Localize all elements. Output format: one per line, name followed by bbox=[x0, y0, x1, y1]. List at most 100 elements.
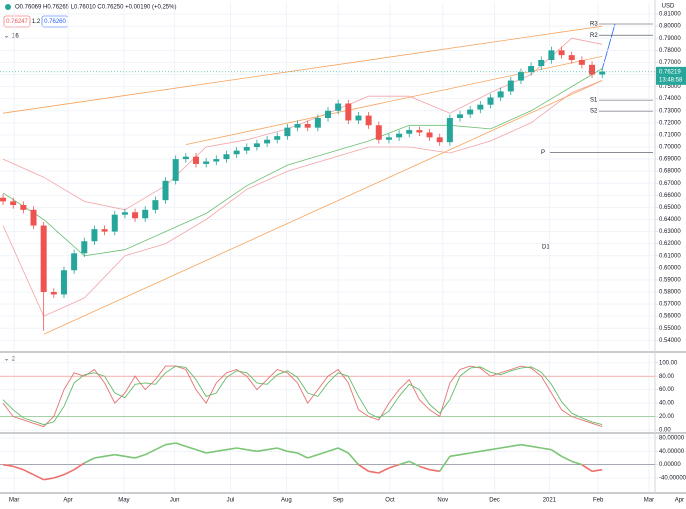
x-tick-label: Dec bbox=[489, 498, 500, 504]
oscillator-segment bbox=[307, 453, 319, 459]
symbol-icon[interactable] bbox=[5, 4, 11, 10]
oscillator-segment bbox=[317, 450, 329, 456]
candle-body bbox=[162, 180, 169, 201]
oscillator-segment bbox=[185, 445, 197, 451]
oscillator-segment bbox=[480, 448, 491, 453]
y-tick-label: 20.00 bbox=[659, 414, 675, 420]
y-tick-label: 0.58000 bbox=[659, 290, 681, 296]
candle-body bbox=[385, 137, 392, 140]
candle-body bbox=[457, 114, 464, 118]
oscillator-segment bbox=[287, 450, 298, 454]
oscillator-segment bbox=[581, 463, 593, 473]
oscillator-segment bbox=[591, 468, 603, 473]
candle-body bbox=[10, 201, 17, 205]
candle-body bbox=[325, 110, 332, 118]
pivot-label: R3 bbox=[590, 22, 598, 28]
countdown-label: 13:48:58 bbox=[659, 77, 683, 83]
oscillator-segment bbox=[439, 455, 451, 472]
candle-body bbox=[426, 132, 433, 138]
candle-body bbox=[477, 104, 484, 110]
buy-price: 0.76260 bbox=[44, 19, 66, 25]
candle-body bbox=[101, 229, 108, 232]
candle-body bbox=[345, 103, 352, 121]
y-tick-label: 0.56000 bbox=[659, 314, 681, 320]
y-tick-label: 0.59000 bbox=[659, 277, 681, 283]
oscillator-segment bbox=[297, 452, 309, 459]
candle-body bbox=[0, 197, 7, 202]
oscillator-segment bbox=[114, 453, 126, 458]
x-tick-label: Feb bbox=[593, 498, 604, 504]
oscillator-segment bbox=[550, 448, 563, 458]
oscillator-segment bbox=[449, 453, 461, 458]
oscillator-segment bbox=[419, 465, 430, 471]
x-tick-label: Sep bbox=[333, 498, 344, 504]
last-price-label: 0.76219 bbox=[659, 69, 681, 75]
y-tick-label: 0.70000 bbox=[659, 145, 681, 151]
oscillator-segment bbox=[530, 445, 542, 449]
candle-body bbox=[192, 156, 199, 164]
y-tick-label: 0.69000 bbox=[659, 157, 681, 163]
pivot-label: R2 bbox=[590, 33, 598, 39]
spread: 1.2 bbox=[32, 19, 41, 25]
candle-body bbox=[142, 209, 149, 219]
candle-body bbox=[121, 212, 128, 215]
candle-body bbox=[416, 130, 423, 133]
y-tick-label: 60.00 bbox=[659, 387, 675, 393]
overlay-line bbox=[43, 80, 603, 335]
y-tick-label: 0.66000 bbox=[659, 193, 681, 199]
y-tick-label: 0.67000 bbox=[659, 181, 681, 187]
pivot-label: S2 bbox=[590, 109, 598, 115]
y-tick-label: 80.00 bbox=[659, 374, 675, 380]
candle-body bbox=[30, 209, 37, 226]
overlay-line bbox=[2, 80, 603, 317]
x-tick-label: Jun bbox=[170, 498, 180, 504]
y-tick-label: 0.75000 bbox=[659, 84, 681, 90]
y-tick-label: 0.55000 bbox=[659, 326, 681, 332]
oscillator-segment bbox=[144, 448, 156, 456]
sell-button[interactable] bbox=[3, 15, 31, 28]
candle-body bbox=[20, 205, 27, 210]
oscillator-segment bbox=[561, 455, 573, 463]
ohlc-readout: O0.76069 H0.76265 L0.76010 C0.76250 +0.0… bbox=[15, 5, 176, 11]
candle-body bbox=[589, 64, 596, 75]
series-line bbox=[2, 365, 603, 426]
candle-body bbox=[203, 161, 210, 164]
candle-body bbox=[81, 241, 88, 254]
overlay-line bbox=[2, 68, 603, 257]
oscillator-segment bbox=[429, 468, 440, 473]
sell-price: 0.76247 bbox=[6, 19, 28, 25]
oscillator-segment bbox=[276, 447, 288, 453]
candle-body bbox=[335, 103, 342, 111]
oscillator-segment bbox=[195, 448, 207, 454]
indicator-toggle[interactable]: ⌄ bbox=[4, 34, 9, 40]
candle-body bbox=[355, 115, 362, 121]
candle-body bbox=[223, 154, 230, 160]
pane-toggle[interactable]: ⌄ bbox=[4, 357, 9, 363]
oscillator-segment bbox=[510, 443, 522, 448]
oscillator-segment bbox=[23, 468, 34, 476]
candle-body bbox=[528, 66, 535, 73]
oscillator-segment bbox=[327, 447, 339, 453]
oscillator-segment bbox=[490, 447, 501, 451]
candle-body bbox=[538, 60, 545, 67]
x-tick-label: Aug bbox=[281, 498, 292, 504]
oscillator-segment bbox=[43, 477, 54, 481]
candle-body bbox=[517, 72, 524, 81]
x-tick-label: Apr bbox=[675, 498, 684, 504]
candle-body bbox=[50, 292, 57, 295]
x-tick-label: Mar bbox=[644, 498, 654, 504]
x-tick-label: 2021 bbox=[543, 498, 557, 504]
candle-body bbox=[406, 130, 413, 134]
candle-body bbox=[294, 124, 301, 128]
x-tick-label: Oct bbox=[385, 498, 395, 504]
oscillator-segment bbox=[398, 460, 410, 466]
candle-body bbox=[446, 118, 453, 143]
y-tick-label: 0.57000 bbox=[659, 302, 681, 308]
candle-body bbox=[40, 225, 47, 292]
candle-body bbox=[396, 133, 403, 138]
y-tick-label: 0.64000 bbox=[659, 217, 681, 223]
oscillator-segment bbox=[83, 457, 95, 464]
oscillator-segment bbox=[216, 448, 227, 453]
y-tick-label: 0.65000 bbox=[659, 205, 681, 211]
